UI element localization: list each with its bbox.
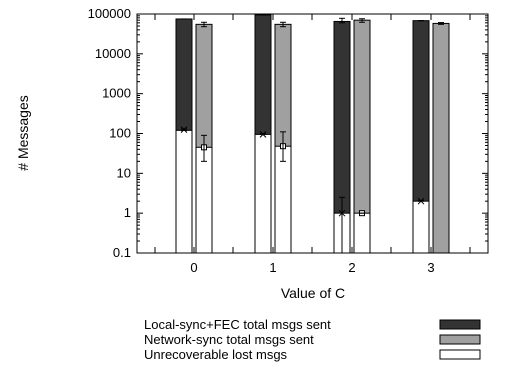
bar-unrecoverable-network xyxy=(274,145,292,254)
bar-unrecoverable-network xyxy=(195,146,213,254)
legend-swatch xyxy=(439,319,481,330)
x-tick-label: 1 xyxy=(269,260,276,275)
legend-label: Local-sync+FEC total msgs sent xyxy=(144,317,331,332)
legend-label: Network-sync total msgs sent xyxy=(144,332,314,347)
bar-unrecoverable-local xyxy=(175,129,193,254)
y-tick-label: 10000 xyxy=(95,46,131,61)
y-tick-label: 100 xyxy=(109,126,131,141)
y-tick-label: 100000 xyxy=(88,6,131,21)
x-tick-label: 2 xyxy=(348,260,355,275)
y-tick-label: 1000 xyxy=(102,86,131,101)
bar-network-sync xyxy=(432,22,450,254)
bar-unrecoverable-local xyxy=(254,133,272,254)
x-tick-label: 0 xyxy=(190,260,197,275)
legend-swatch xyxy=(439,334,481,345)
bar-unrecoverable-network xyxy=(353,212,371,254)
y-tick-label: 10 xyxy=(117,165,131,180)
axes: 0.1 1 10 100 1000 10000 100000 0 1 2 3 xyxy=(88,6,489,275)
legend-label: Unrecoverable lost msgs xyxy=(144,347,288,362)
x-tick-label: 3 xyxy=(427,260,434,275)
y-tick-label: 0.1 xyxy=(113,245,131,260)
y-tick-label: 1 xyxy=(124,205,131,220)
legend-swatch xyxy=(439,349,481,360)
legend: Local-sync+FEC total msgs sentNetwork-sy… xyxy=(144,317,481,362)
x-axis-title: Value of C xyxy=(281,285,345,301)
y-axis-title: # Messages xyxy=(15,95,31,170)
plot-area xyxy=(175,14,450,254)
bar-unrecoverable-local xyxy=(412,200,430,254)
